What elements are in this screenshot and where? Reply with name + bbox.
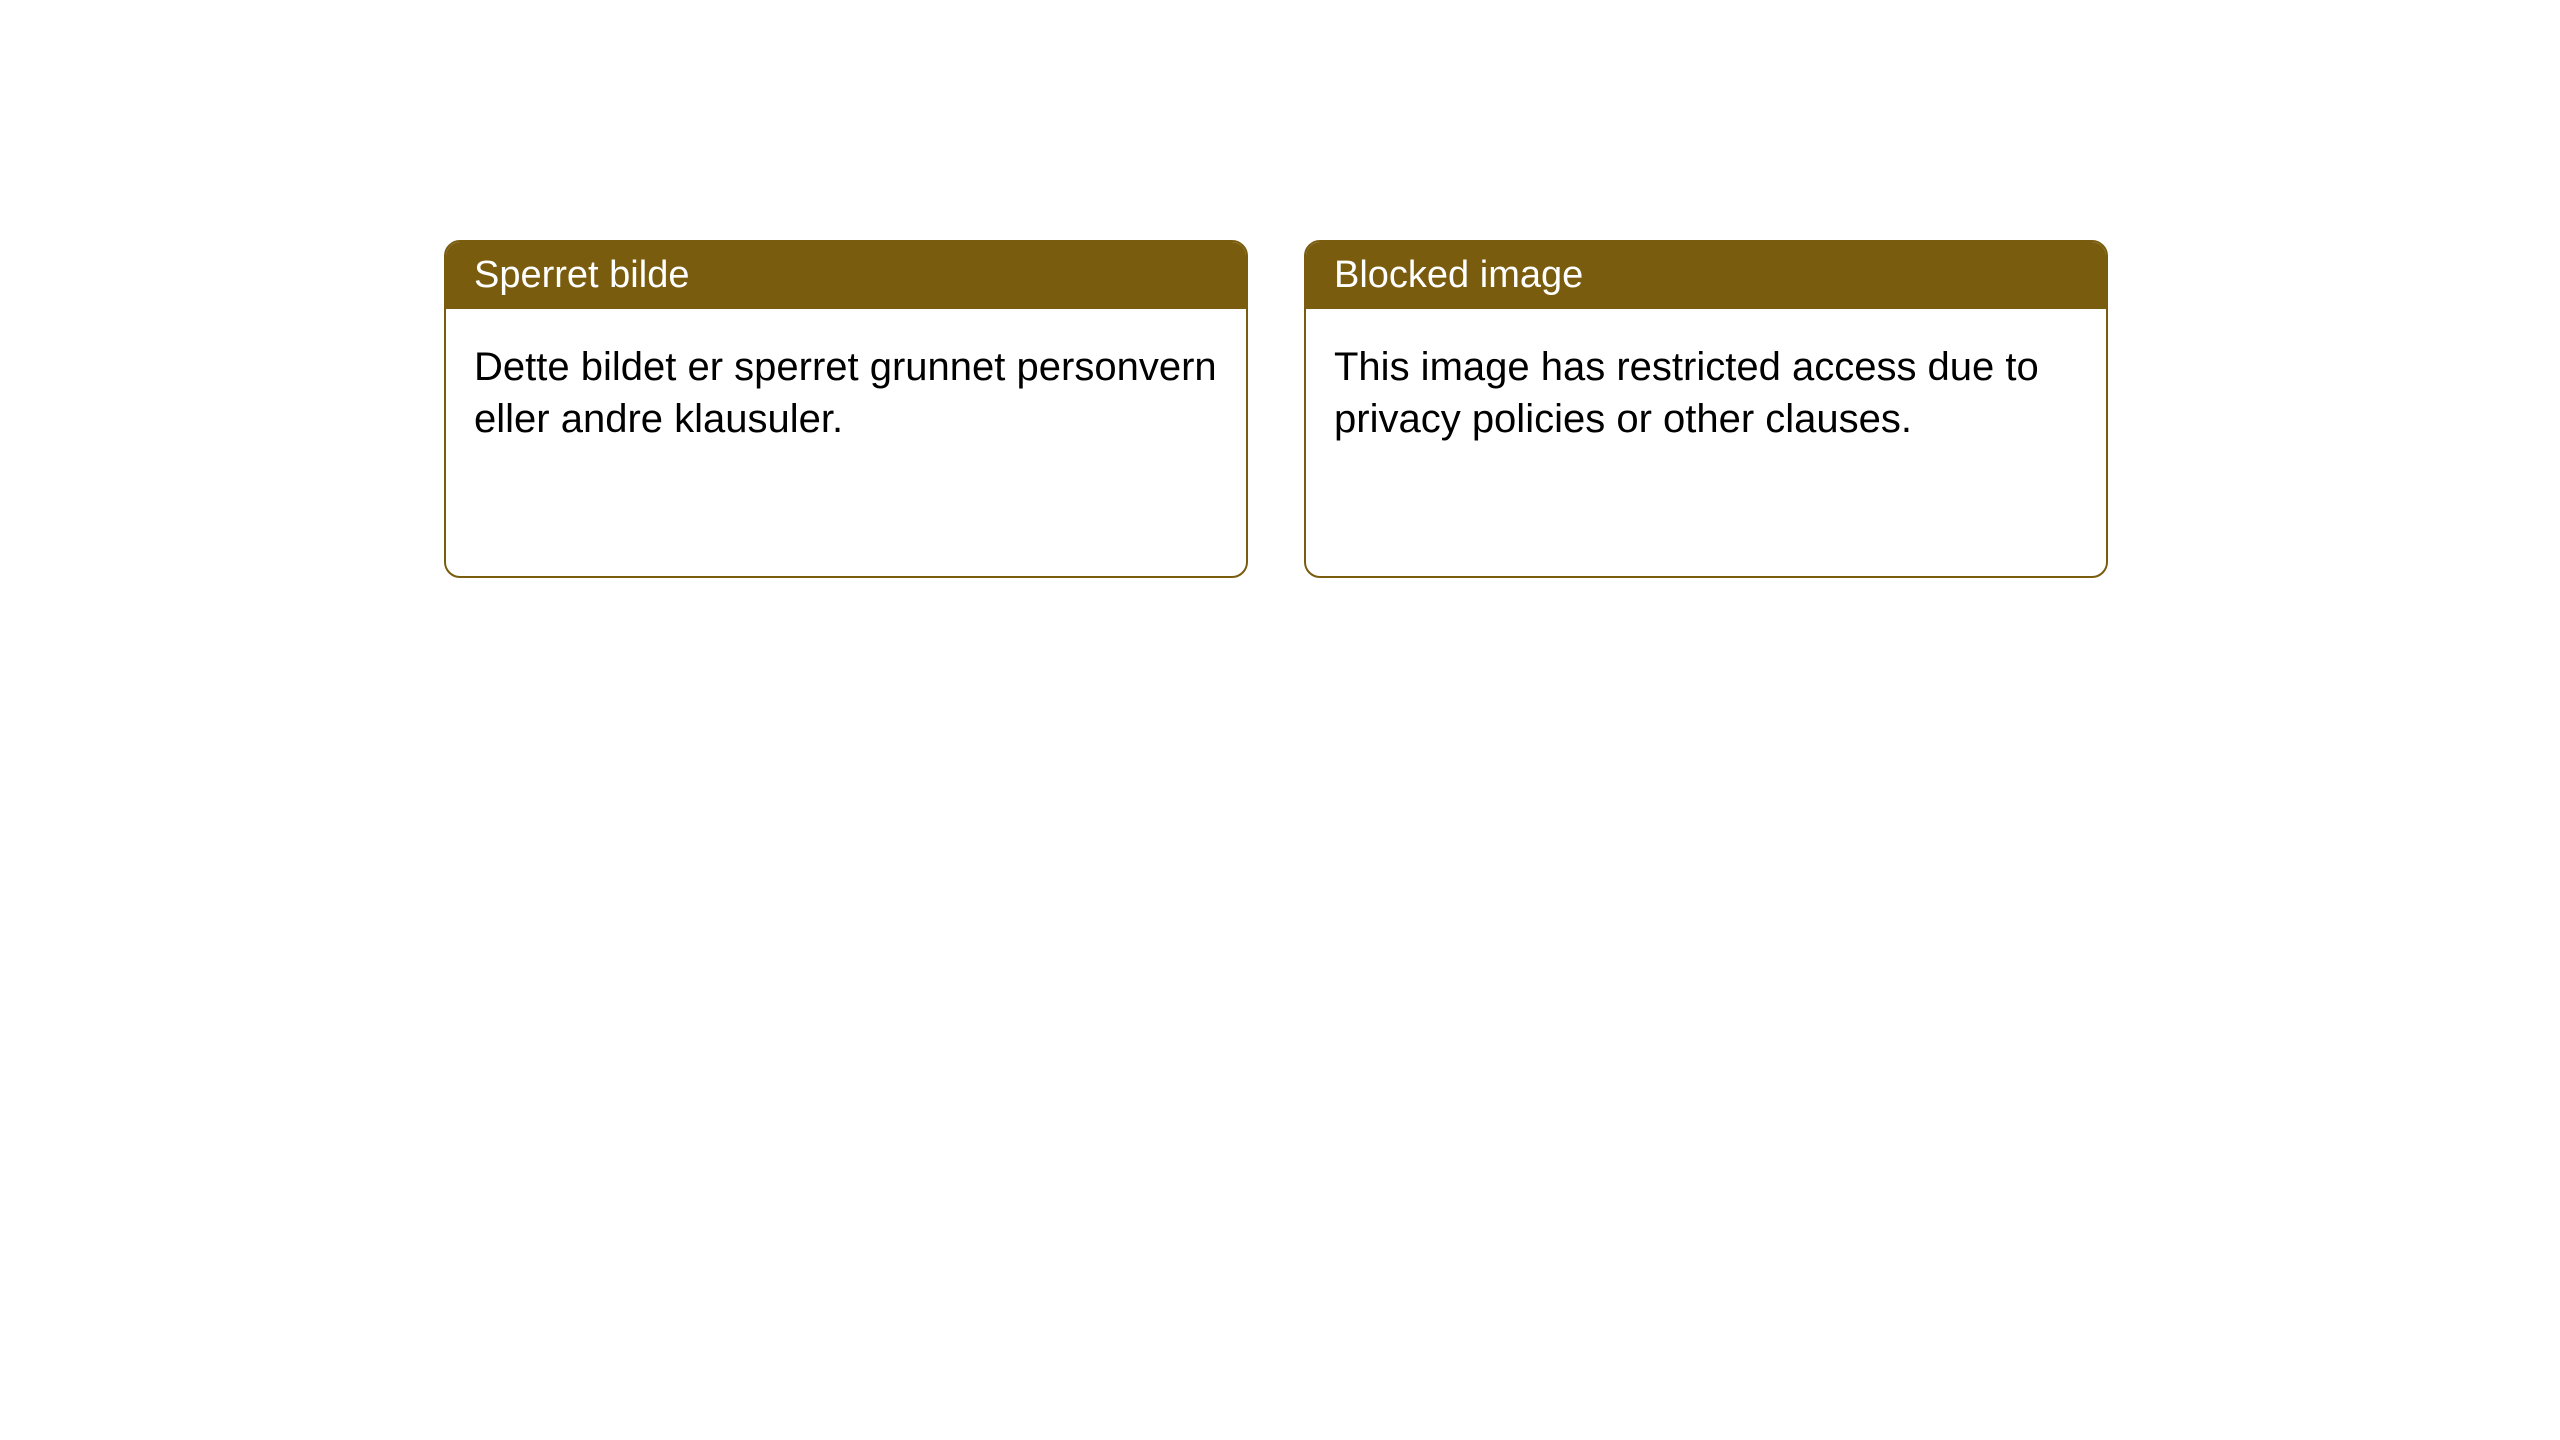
card-header-en: Blocked image <box>1306 242 2106 309</box>
card-body-text-en: This image has restricted access due to … <box>1334 345 2039 441</box>
card-body-text-no: Dette bildet er sperret grunnet personve… <box>474 345 1217 441</box>
card-body-en: This image has restricted access due to … <box>1306 309 2106 477</box>
blocked-image-card-no: Sperret bilde Dette bildet er sperret gr… <box>444 240 1248 578</box>
card-body-no: Dette bildet er sperret grunnet personve… <box>446 309 1246 477</box>
card-header-no: Sperret bilde <box>446 242 1246 309</box>
blocked-image-cards-container: Sperret bilde Dette bildet er sperret gr… <box>444 240 2560 578</box>
blocked-image-card-en: Blocked image This image has restricted … <box>1304 240 2108 578</box>
card-title-no: Sperret bilde <box>474 254 689 296</box>
card-title-en: Blocked image <box>1334 254 1583 296</box>
